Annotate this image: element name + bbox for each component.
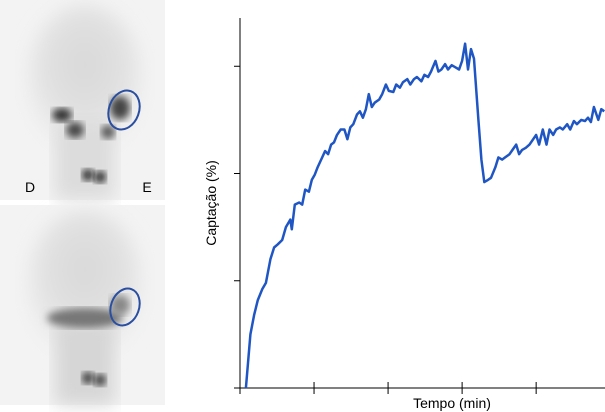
scan-top	[0, 0, 165, 200]
x-axis-label: Tempo (min)	[413, 395, 491, 411]
scan-bottom	[0, 205, 165, 405]
data-line	[244, 42, 605, 389]
y-axis-label: Captação (%)	[203, 160, 219, 246]
side-label: D	[25, 179, 35, 195]
side-label: E	[142, 179, 151, 195]
